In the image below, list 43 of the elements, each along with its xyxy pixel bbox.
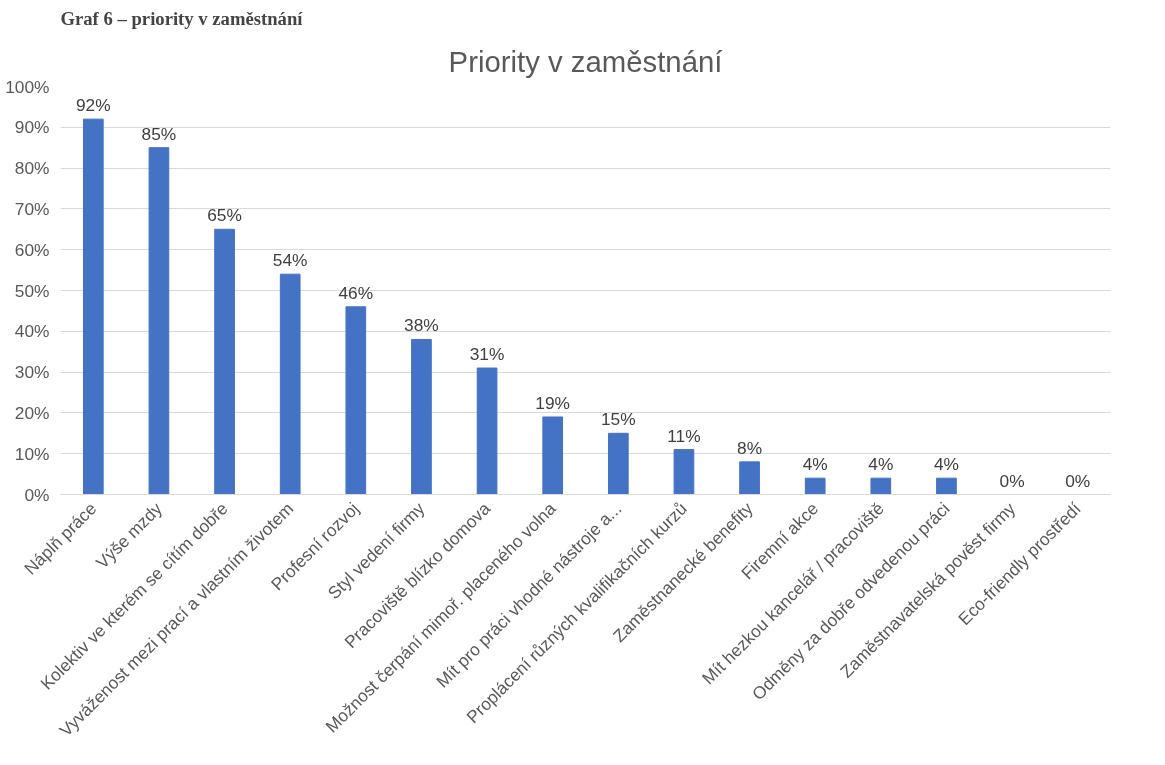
text: Graf 6 – priority v zaměstnání	[60, 7, 304, 29]
bar	[279, 273, 301, 495]
bar	[214, 228, 235, 495]
bar	[82, 118, 104, 495]
data-label: 0%	[1065, 470, 1091, 491]
data-label: 65%	[207, 205, 242, 226]
bar	[739, 461, 760, 495]
data-label: 46%	[338, 282, 374, 303]
bar	[804, 477, 826, 495]
data-label: 4%	[933, 454, 959, 475]
data-label: 8%	[737, 437, 763, 458]
y-tick-label: 40%	[14, 321, 50, 342]
chart-title: Priority v zaměstnání	[448, 44, 723, 78]
bar	[870, 477, 892, 495]
bar	[673, 449, 695, 495]
y-tick-label: 20%	[14, 402, 50, 423]
y-tick-label: 80%	[14, 158, 50, 179]
bar	[345, 306, 367, 495]
bar	[936, 477, 957, 495]
y-tick-label: 90%	[14, 117, 50, 138]
data-label: 92%	[75, 95, 111, 116]
data-label: 31%	[469, 344, 505, 365]
data-label: 19%	[535, 392, 571, 413]
data-label: 38%	[404, 315, 439, 336]
y-tick-label: 50%	[14, 280, 50, 301]
data-label: 0%	[999, 470, 1025, 491]
data-label: 4%	[868, 454, 894, 475]
y-tick-label: 100%	[5, 76, 50, 97]
data-label: 4%	[802, 454, 828, 475]
y-tick-label: 10%	[14, 443, 50, 464]
data-label: 11%	[667, 425, 701, 446]
bar	[476, 367, 498, 495]
data-label: 85%	[141, 123, 177, 144]
y-tick-label: 70%	[14, 198, 50, 219]
y-tick-label: 30%	[14, 362, 50, 383]
y-tick-label: 0%	[24, 484, 50, 505]
bar	[542, 416, 564, 495]
bar	[148, 147, 170, 495]
y-tick-label: 60%	[14, 239, 50, 260]
bar	[607, 432, 629, 495]
bar	[411, 338, 432, 495]
data-label: 54%	[272, 250, 308, 271]
data-label: 15%	[600, 409, 636, 430]
